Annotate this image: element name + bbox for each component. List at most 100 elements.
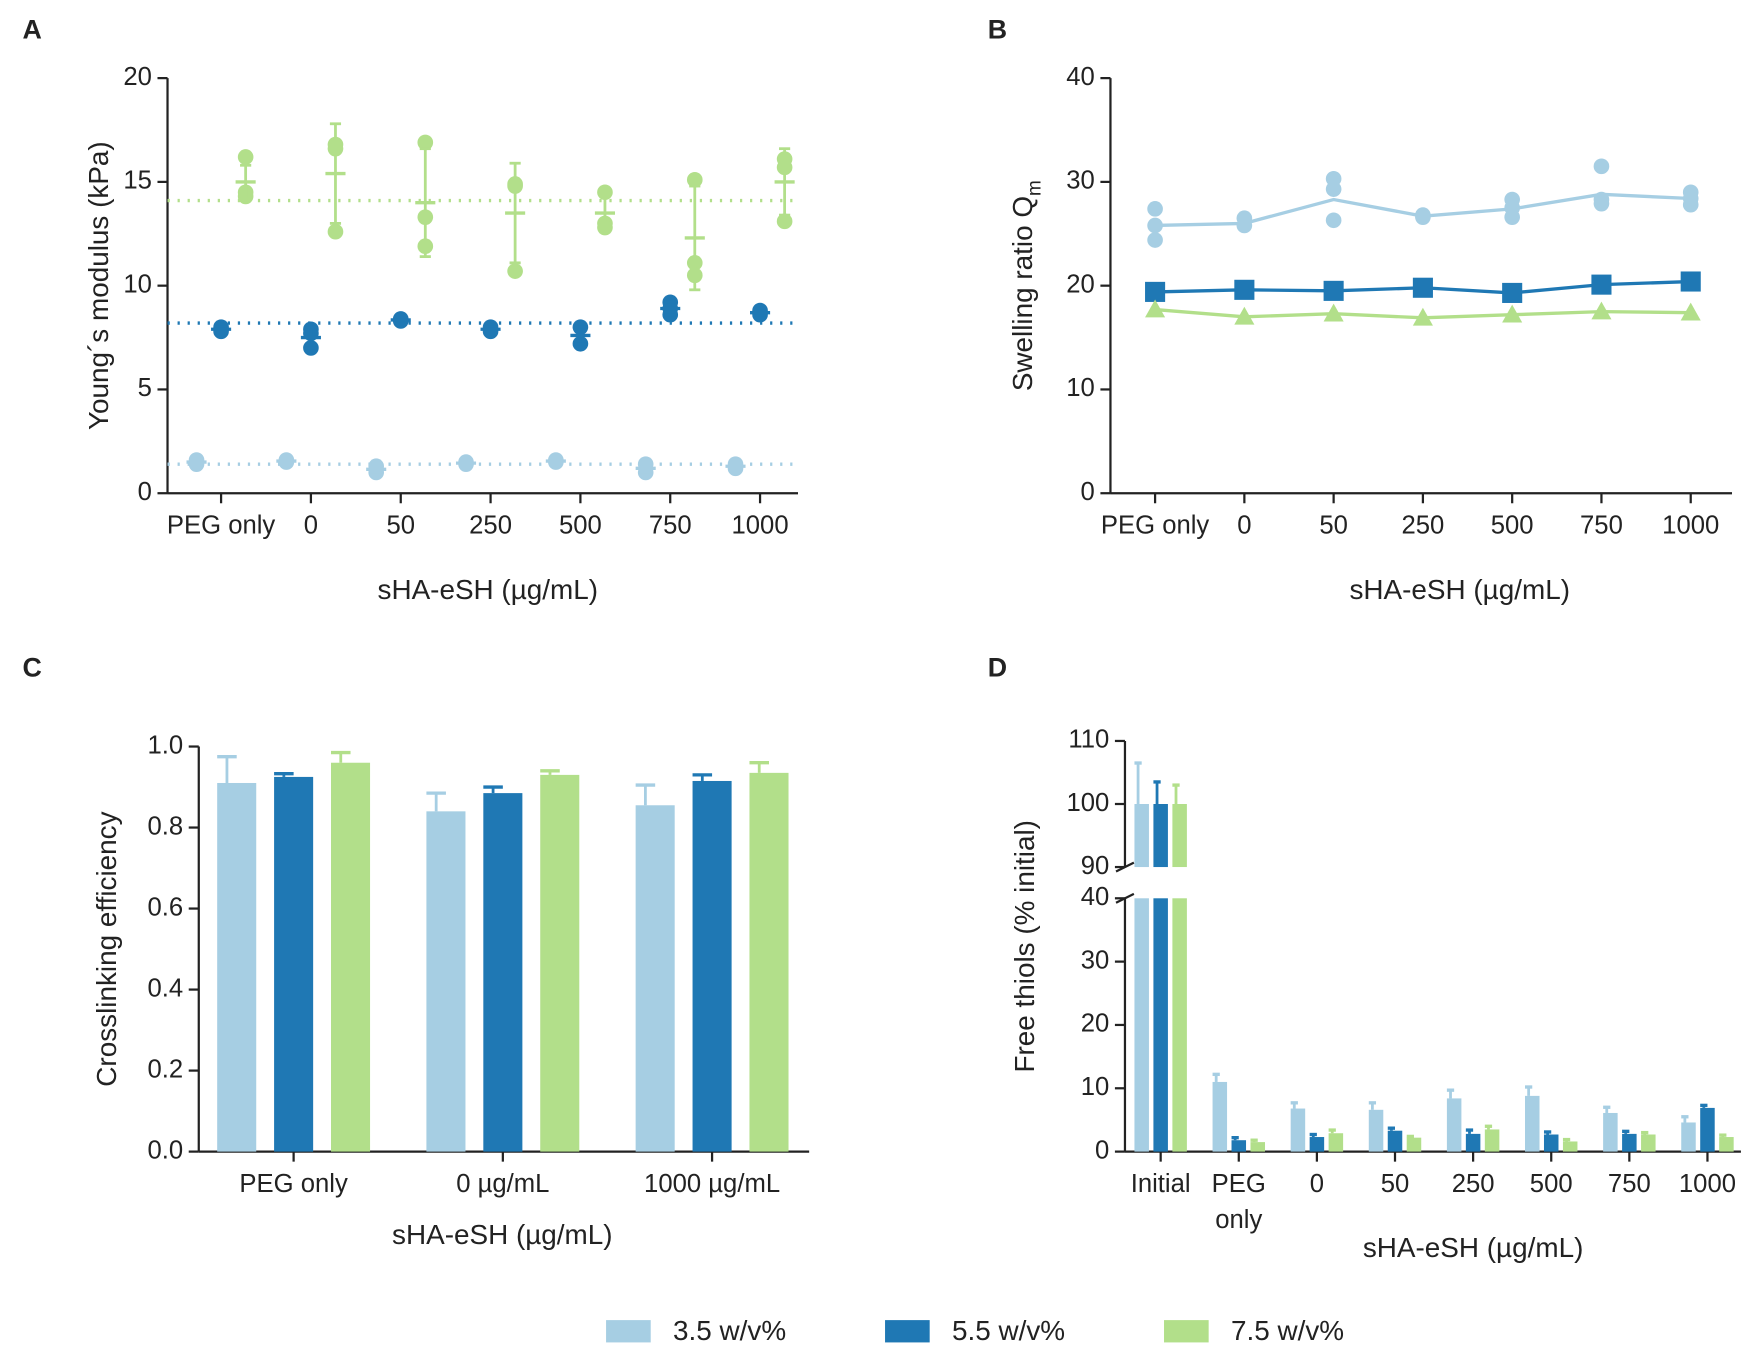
y-axis-label: Free thiols (% initial) <box>1009 820 1040 1073</box>
bar <box>1134 804 1149 868</box>
data-point <box>1325 212 1342 229</box>
data-point <box>1147 217 1163 234</box>
x-tick-label: 500 <box>559 511 602 539</box>
y-tick-label: 20 <box>1081 1010 1110 1038</box>
bar <box>1309 1137 1325 1152</box>
marker <box>1234 279 1255 300</box>
y-tick-label: 0.6 <box>147 893 183 921</box>
bar <box>274 776 314 1152</box>
bar <box>749 772 789 1152</box>
x-tick-label: PEG only <box>1101 511 1210 539</box>
y-tick-label: 0.0 <box>147 1136 183 1164</box>
legend-label: 5.5 w/v% <box>952 1315 1065 1346</box>
data-point <box>597 184 613 201</box>
marker <box>1412 307 1433 326</box>
data-point <box>1236 210 1253 227</box>
x-tick-label: Initial <box>1131 1170 1191 1198</box>
y-tick-label: 40 <box>1081 883 1110 911</box>
data-point <box>1682 184 1699 201</box>
x-tick-label: 500 <box>1491 511 1534 539</box>
x-tick-label: 0 <box>304 511 318 539</box>
legend-swatch <box>606 1320 651 1343</box>
bar <box>331 762 371 1152</box>
y-tick-label: 100 <box>1067 789 1110 817</box>
panel-letter: D <box>988 653 1007 683</box>
legend-swatch <box>1164 1320 1209 1343</box>
data-point <box>1147 232 1163 248</box>
y-tick-label: 0.4 <box>147 974 183 1002</box>
x-tick-label: 50 <box>386 511 415 539</box>
y-tick-label: 0.2 <box>147 1055 183 1083</box>
marker <box>1502 304 1523 323</box>
data-point <box>237 149 254 165</box>
marker <box>1323 303 1344 322</box>
data-point <box>1325 170 1342 187</box>
x-tick-label: PEG only <box>167 511 276 539</box>
marker <box>1145 299 1166 318</box>
marker <box>1412 277 1433 298</box>
bar <box>1525 1095 1540 1152</box>
panel-letter: C <box>22 653 41 683</box>
data-point <box>327 223 344 240</box>
x-tick-label: 50 <box>1381 1170 1410 1198</box>
bar <box>1406 1137 1422 1152</box>
bar <box>1446 1098 1462 1152</box>
x-axis-label: sHA-eSH (µg/mL) <box>378 574 599 605</box>
y-tick-label: 30 <box>1066 167 1095 195</box>
bar <box>1387 1130 1403 1152</box>
bar <box>426 811 466 1152</box>
y-tick-label: 15 <box>123 167 152 195</box>
data-point <box>686 172 703 188</box>
y-tick-label: 0.8 <box>147 812 183 840</box>
x-tick-label: 0 <box>1237 511 1251 539</box>
data-point <box>1504 191 1520 208</box>
bar <box>1172 804 1187 868</box>
marker <box>1680 302 1701 321</box>
x-tick-label: 750 <box>1608 1170 1651 1198</box>
y-axis-label: Crosslinking efficiency <box>91 811 122 1086</box>
bar <box>1134 898 1149 1152</box>
data-point <box>1147 201 1163 217</box>
x-tick-label: 750 <box>1580 511 1623 539</box>
x-tick-label: 1000 µg/mL <box>644 1170 780 1198</box>
data-point <box>1593 158 1610 175</box>
marker <box>1502 282 1523 303</box>
bar <box>540 774 580 1152</box>
marker <box>1323 280 1344 301</box>
y-tick-label: 0 <box>138 478 152 506</box>
bar <box>1328 1133 1344 1152</box>
bar <box>1250 1142 1266 1152</box>
y-tick-label: 1.0 <box>147 731 183 759</box>
x-tick-label: 0 <box>1310 1170 1324 1198</box>
bar <box>1484 1129 1500 1152</box>
x-tick-label: 750 <box>649 511 692 539</box>
x-axis-label: sHA-eSH (µg/mL) <box>1349 574 1570 605</box>
legend-swatch <box>885 1320 930 1343</box>
bar <box>1622 1133 1637 1152</box>
x-tick-label: 500 <box>1530 1170 1573 1198</box>
data-point <box>1593 191 1610 208</box>
x-axis-label: sHA-eSH (µg/mL) <box>392 1219 613 1250</box>
y-tick-label: 90 <box>1081 852 1110 880</box>
y-tick-label: 0 <box>1081 478 1095 506</box>
y-tick-label: 110 <box>1068 726 1109 754</box>
y-tick-label: 30 <box>1081 946 1110 974</box>
panel-letter: B <box>988 14 1007 44</box>
bar <box>1543 1134 1559 1152</box>
y-tick-label: 40 <box>1066 63 1095 91</box>
bar <box>1231 1140 1247 1152</box>
marker <box>1591 301 1612 320</box>
bar <box>1603 1112 1618 1152</box>
y-tick-label: 20 <box>123 63 152 91</box>
bar <box>1153 804 1168 868</box>
x-tick-label: 1000 <box>1679 1170 1736 1198</box>
y-tick-label: 20 <box>1066 270 1095 298</box>
data-point <box>507 263 523 279</box>
bar <box>1465 1133 1481 1152</box>
bar <box>1700 1107 1715 1152</box>
marker <box>1145 281 1166 302</box>
bar <box>217 782 257 1152</box>
x-tick-label: PEG only <box>1212 1170 1266 1234</box>
x-tick-label: 50 <box>1319 511 1348 539</box>
